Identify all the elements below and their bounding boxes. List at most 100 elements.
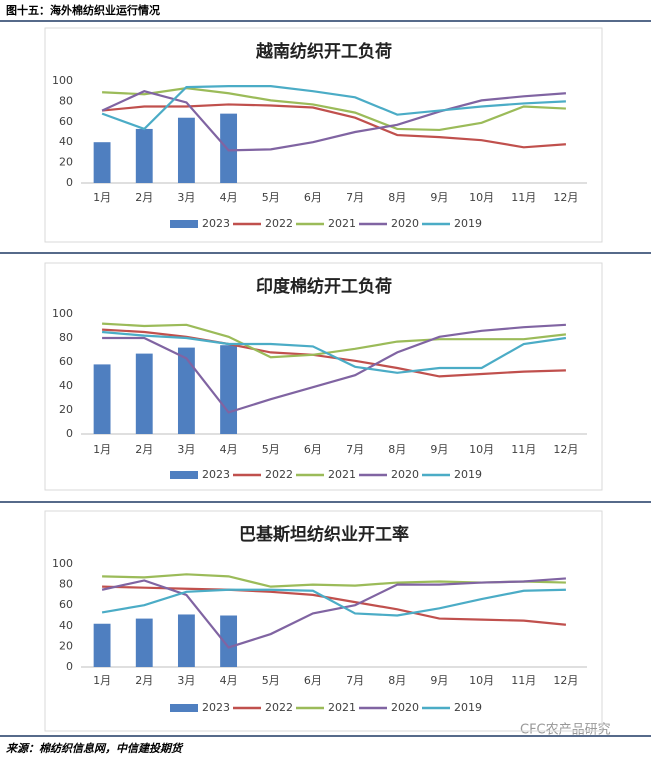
y-tick-label: 40 <box>59 135 73 148</box>
y-tick-label: 60 <box>59 598 73 611</box>
x-tick-label: 8月 <box>388 443 406 456</box>
x-tick-label: 4月 <box>220 191 238 204</box>
x-tick-label: 11月 <box>511 674 536 687</box>
y-tick-label: 20 <box>59 639 73 652</box>
x-tick-label: 5月 <box>262 443 280 456</box>
y-tick-label: 100 <box>52 74 73 87</box>
y-tick-label: 80 <box>59 94 73 107</box>
x-tick-label: 6月 <box>304 674 322 687</box>
y-tick-label: 0 <box>66 660 73 673</box>
x-tick-label: 6月 <box>304 443 322 456</box>
legend-label: 2019 <box>454 701 482 714</box>
source: 来源：棉纺织信息网，中信建投期货 <box>6 742 184 755</box>
x-tick-label: 10月 <box>469 191 494 204</box>
x-tick-label: 3月 <box>177 674 195 687</box>
line-series <box>101 84 566 131</box>
y-tick-label: 0 <box>66 176 73 189</box>
y-tick-label: 100 <box>52 307 73 320</box>
chart-title: 印度棉纺开工负荷 <box>256 276 392 297</box>
legend-label: 2023 <box>202 468 230 481</box>
x-tick-label: 3月 <box>177 191 195 204</box>
watermark: CFC农产品研究 <box>520 723 611 738</box>
y-tick-label: 20 <box>59 403 73 416</box>
x-tick-label: 3月 <box>177 443 195 456</box>
x-tick-label: 1月 <box>93 674 111 687</box>
x-tick-label: 7月 <box>346 443 364 456</box>
x-tick-label: 4月 <box>220 443 238 456</box>
x-tick-label: 12月 <box>553 191 578 204</box>
line-series <box>102 322 567 359</box>
x-tick-label: 2月 <box>135 191 153 204</box>
x-tick-label: 11月 <box>511 443 536 456</box>
y-tick-label: 100 <box>52 557 73 570</box>
legend-label: 2022 <box>265 701 293 714</box>
line-series <box>102 87 566 132</box>
line-series <box>101 103 566 149</box>
line-series <box>102 323 566 414</box>
bar <box>220 345 238 434</box>
chart-frame <box>44 262 603 491</box>
legend-label: 2020 <box>391 701 419 714</box>
legend-label: 2023 <box>202 217 230 230</box>
legend-label: 2021 <box>328 468 356 481</box>
chart-title: 越南纺织开工负荷 <box>255 41 392 62</box>
chart-title: 巴基斯坦纺织业开工率 <box>239 524 409 545</box>
x-tick-label: 7月 <box>346 191 364 204</box>
chart-frame <box>44 27 603 243</box>
bar <box>177 117 195 183</box>
x-tick-label: 2月 <box>135 443 153 456</box>
y-tick-label: 40 <box>59 619 73 632</box>
y-tick-label: 60 <box>59 355 73 368</box>
line-series <box>101 330 567 374</box>
x-tick-label: 5月 <box>262 674 280 687</box>
x-tick-label: 2月 <box>135 674 153 687</box>
bar <box>135 128 153 183</box>
y-tick-label: 80 <box>59 578 73 591</box>
chart-frame <box>44 510 603 732</box>
bar <box>177 347 195 434</box>
y-tick-label: 0 <box>66 427 73 440</box>
legend-label: 2021 <box>328 701 356 714</box>
y-tick-label: 20 <box>59 156 73 169</box>
legend-label: 2019 <box>454 217 482 230</box>
line-series <box>102 573 566 588</box>
legend-swatch <box>170 471 198 479</box>
legend-swatch <box>170 704 198 712</box>
x-tick-label: 12月 <box>553 443 578 456</box>
legend-label: 2021 <box>328 217 356 230</box>
bar <box>220 615 238 667</box>
bar <box>93 142 111 183</box>
x-tick-label: 8月 <box>388 191 406 204</box>
x-tick-label: 1月 <box>93 443 111 456</box>
legend-label: 2020 <box>391 468 419 481</box>
x-tick-label: 7月 <box>346 674 364 687</box>
line-series <box>102 585 567 626</box>
x-tick-label: 10月 <box>469 443 494 456</box>
x-tick-label: 9月 <box>430 191 448 204</box>
legend-label: 2020 <box>391 217 419 230</box>
x-tick-label: 10月 <box>469 674 494 687</box>
x-tick-label: 9月 <box>430 674 448 687</box>
legend-label: 2019 <box>454 468 482 481</box>
bar <box>135 353 153 434</box>
x-tick-label: 11月 <box>511 191 536 204</box>
page-title: 图十五：海外棉纺织业运行情况 <box>6 3 160 17</box>
legend-label: 2022 <box>265 217 293 230</box>
legend-swatch <box>170 220 198 228</box>
x-tick-label: 9月 <box>430 443 448 456</box>
y-tick-label: 40 <box>59 379 73 392</box>
bar <box>93 623 111 667</box>
y-tick-label: 60 <box>59 115 73 128</box>
y-tick-label: 80 <box>59 331 73 344</box>
legend-label: 2022 <box>265 468 293 481</box>
bar <box>220 113 238 183</box>
x-tick-label: 12月 <box>553 674 578 687</box>
line-series <box>101 577 566 649</box>
legend-label: 2023 <box>202 701 230 714</box>
bar <box>177 614 195 667</box>
x-tick-label: 6月 <box>304 191 322 204</box>
bar <box>135 618 153 667</box>
x-tick-label: 4月 <box>220 674 238 687</box>
x-tick-label: 1月 <box>93 191 111 204</box>
